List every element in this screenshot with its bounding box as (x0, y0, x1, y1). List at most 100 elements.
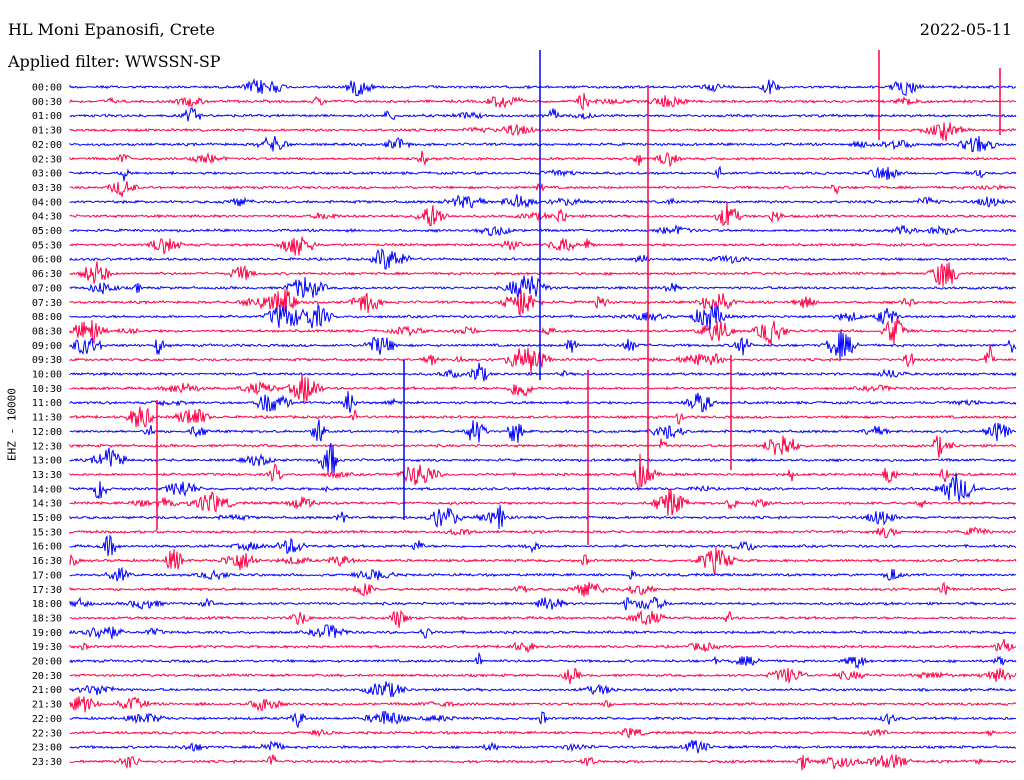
trace-row (69, 435, 1017, 458)
row-time-label: 23:30 (32, 757, 62, 768)
filter-label: Applied filter: WWSSN-SP (8, 52, 221, 71)
trace-row (69, 289, 1017, 317)
row-time-label: 14:30 (32, 499, 62, 510)
row-time-label: 14:00 (32, 484, 62, 495)
row-time-label: 18:30 (32, 613, 62, 624)
row-time-label: 11:30 (32, 413, 62, 424)
trace-row (69, 275, 1017, 299)
date-label: 2022-05-11 (919, 20, 1012, 39)
row-time-label: 17:00 (32, 570, 62, 581)
row-time-label: 01:00 (32, 111, 62, 122)
trace-row (69, 135, 1017, 153)
trace-row (69, 639, 1017, 654)
row-time-label: 10:30 (32, 384, 62, 395)
row-time-label: 02:30 (32, 154, 62, 165)
row-time-label: 17:30 (32, 585, 62, 596)
row-time-label: 07:00 (32, 283, 62, 294)
trace-row (69, 710, 1017, 729)
row-time-label: 16:00 (32, 542, 62, 553)
row-time-label: 18:00 (32, 599, 62, 610)
row-time-label: 19:30 (32, 642, 62, 653)
trace-row (69, 92, 1017, 111)
trace-row (69, 374, 1017, 403)
trace-row (69, 248, 1017, 270)
trace-row (69, 526, 1017, 539)
trace-row (69, 122, 1017, 142)
trace-row (69, 651, 1017, 670)
trace-row (69, 236, 1017, 256)
trace-row (69, 488, 1016, 516)
row-time-label: 20:30 (32, 671, 62, 682)
row-time-label: 19:00 (32, 628, 62, 639)
trace-row (69, 696, 1017, 713)
trace-row (69, 419, 1017, 443)
row-time-label: 03:00 (32, 169, 62, 180)
trace-row (69, 596, 1016, 611)
trace-row (69, 504, 1017, 530)
time-label-group: 00:00 00:30 01:00 01:30 02:00 02:30 03:00 03:30… (32, 83, 62, 768)
row-time-label: 06:30 (32, 269, 62, 280)
row-time-label: 21:00 (32, 685, 62, 696)
row-time-label: 12:30 (32, 441, 62, 452)
row-time-label: 08:00 (32, 312, 62, 323)
row-time-label: 23:00 (32, 743, 62, 754)
station-title: HL Moni Epanosifi, Crete (8, 20, 216, 39)
row-time-label: 04:00 (32, 197, 62, 208)
row-time-label: 15:30 (32, 527, 62, 538)
trace-row (69, 201, 1017, 227)
row-time-label: 05:00 (32, 226, 62, 237)
trace-row (69, 740, 1017, 754)
row-time-label: 16:30 (32, 556, 62, 567)
trace-row (69, 181, 1017, 198)
row-time-label: 07:30 (32, 298, 62, 309)
trace-row (69, 442, 1017, 476)
trace-row (69, 318, 1017, 345)
row-time-label: 10:00 (32, 370, 62, 381)
trace-row (69, 534, 1017, 557)
row-time-label: 09:00 (32, 341, 62, 352)
trace-row (69, 727, 1017, 739)
trace-row (69, 329, 1017, 360)
trace-row (69, 624, 1017, 640)
row-time-label: 00:30 (32, 97, 62, 108)
trace-row (69, 224, 1017, 237)
row-time-label: 21:30 (32, 700, 62, 711)
trace-row (69, 165, 1017, 182)
row-time-label: 15:00 (32, 513, 62, 524)
row-time-label: 22:30 (32, 728, 62, 739)
trace-row (69, 547, 1017, 576)
row-time-label: 13:30 (32, 470, 62, 481)
trace-row (69, 681, 1017, 698)
trace-row (69, 581, 1017, 597)
trace-row (69, 150, 1017, 167)
row-time-label: 06:00 (32, 255, 62, 266)
trace-row (69, 406, 1017, 428)
trace-row (69, 667, 1017, 685)
trace-row (69, 753, 1017, 771)
trace-row (69, 566, 1017, 582)
row-time-label: 05:30 (32, 240, 62, 251)
trace-row (69, 261, 1017, 287)
row-time-label: 13:00 (32, 456, 62, 467)
row-time-label: 04:30 (32, 212, 62, 223)
trace-row (69, 473, 1017, 502)
row-time-label: 02:00 (32, 140, 62, 151)
trace-row (69, 303, 1017, 330)
row-time-label: 08:30 (32, 326, 62, 337)
row-time-label: 09:30 (32, 355, 62, 366)
trace-row (69, 362, 1017, 382)
trace-row (69, 609, 1017, 628)
row-time-label: 00:00 (32, 83, 62, 94)
trace-row (69, 344, 1017, 374)
row-time-label: 12:00 (32, 427, 62, 438)
row-time-label: 20:00 (32, 657, 62, 668)
trace-row (69, 194, 1017, 209)
row-time-label: 03:30 (32, 183, 62, 194)
trace-group (69, 50, 1017, 771)
trace-row (69, 107, 1017, 122)
trace-row (69, 77, 1017, 97)
trace-row (69, 391, 1017, 413)
row-time-label: 11:00 (32, 398, 62, 409)
row-time-label: 01:30 (32, 126, 62, 137)
